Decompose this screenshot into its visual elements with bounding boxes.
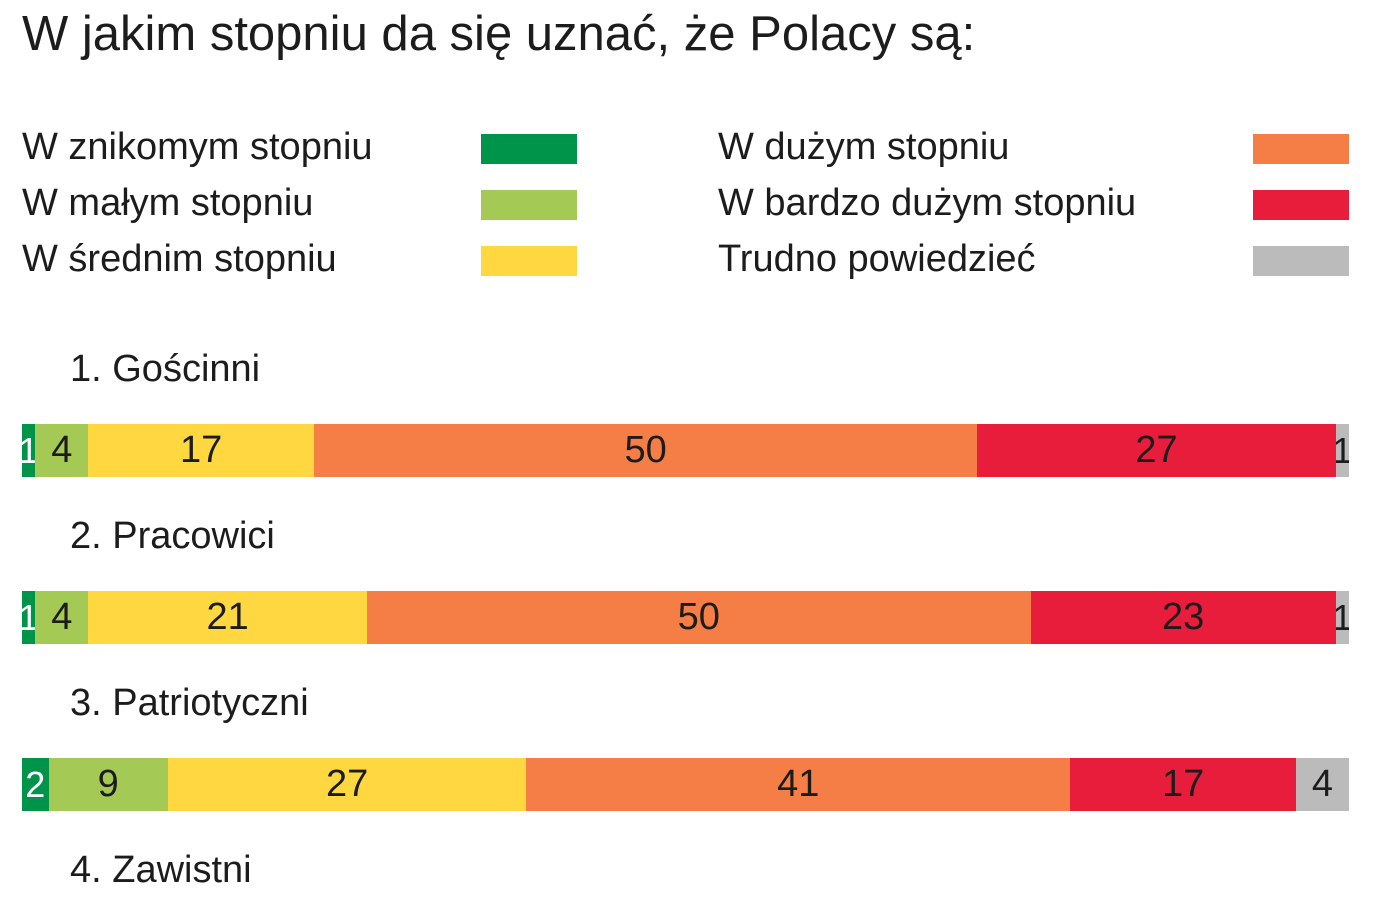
legend-swatch bbox=[481, 190, 577, 220]
segment-value-label: 17 bbox=[1161, 763, 1205, 805]
segment-value-label: 50 bbox=[624, 429, 667, 471]
bar-segment: 1 bbox=[22, 424, 36, 477]
bar-segment: 17 bbox=[88, 424, 314, 477]
segment-value-label: 41 bbox=[777, 763, 820, 805]
bar-segment: 2 bbox=[22, 758, 49, 811]
bar-segment: 4 bbox=[1295, 758, 1349, 811]
bar-segment: 1 bbox=[1335, 424, 1349, 477]
segment-value-label: 1 bbox=[1335, 430, 1349, 471]
row-label: 3. Patriotyczni bbox=[70, 682, 309, 724]
legend-swatch bbox=[1253, 246, 1349, 276]
stacked-bar: 1 4 17 50 27 1 bbox=[22, 424, 1349, 477]
segment-value-label: 4 bbox=[1311, 763, 1333, 805]
bar-segment: 21 bbox=[88, 591, 367, 644]
row-label: 2. Pracowici bbox=[70, 515, 275, 557]
segment-value-label: 27 bbox=[1135, 429, 1178, 471]
segment-value-label: 27 bbox=[325, 763, 369, 805]
legend-label: W małym stopniu bbox=[22, 182, 314, 224]
segment-value-label: 23 bbox=[1161, 596, 1205, 638]
bar-segment: 23 bbox=[1030, 591, 1336, 644]
segment-value-label: 21 bbox=[206, 596, 249, 638]
bar-segment: 17 bbox=[1070, 758, 1296, 811]
legend-label: W bardzo dużym stopniu bbox=[718, 182, 1137, 224]
segment-value-label: 50 bbox=[677, 596, 720, 638]
segment-value-label: 1 bbox=[1335, 597, 1349, 638]
legend-label: Trudno powiedzieć bbox=[718, 238, 1036, 280]
segment-value-label: 1 bbox=[22, 597, 36, 638]
bar-segment: 9 bbox=[48, 758, 168, 811]
legend-swatch bbox=[1253, 190, 1349, 220]
bar-segment: 1 bbox=[1335, 591, 1349, 644]
legend-label: W znikomym stopniu bbox=[22, 126, 373, 168]
bar-segment: 4 bbox=[35, 591, 89, 644]
legend-swatch bbox=[1253, 134, 1349, 164]
bar-segment: 27 bbox=[167, 758, 527, 811]
row-label: 1. Gościnni bbox=[70, 348, 261, 390]
legend-swatch bbox=[481, 134, 577, 164]
bar-segment: 50 bbox=[313, 424, 978, 477]
bar-segment: 4 bbox=[35, 424, 89, 477]
bar-segment: 41 bbox=[526, 758, 1071, 811]
segment-value-label: 4 bbox=[51, 429, 73, 471]
bar-segment: 50 bbox=[367, 591, 1031, 644]
stacked-bar: 1 4 21 50 23 1 bbox=[22, 591, 1349, 644]
segment-value-label: 9 bbox=[97, 763, 119, 805]
legend-label: W dużym stopniu bbox=[718, 126, 1010, 168]
segment-value-label: 4 bbox=[51, 596, 73, 638]
legend-swatch bbox=[481, 246, 577, 276]
segment-value-label: 2 bbox=[25, 764, 46, 805]
bar-segment: 1 bbox=[22, 591, 36, 644]
stacked-bar: 2 9 27 41 17 4 bbox=[22, 758, 1349, 811]
segment-value-label: 17 bbox=[179, 429, 223, 471]
bar-segment: 27 bbox=[977, 424, 1336, 477]
legend-label: W średnim stopniu bbox=[22, 238, 337, 280]
chart-title: W jakim stopniu da się uznać, że Polacy … bbox=[22, 7, 976, 61]
row-label: 4. Zawistni bbox=[70, 849, 252, 891]
segment-value-label: 1 bbox=[22, 430, 36, 471]
